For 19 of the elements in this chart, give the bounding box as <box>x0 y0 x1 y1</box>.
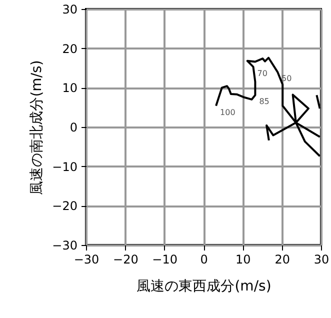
x-tick-label: 30 <box>314 252 330 266</box>
y-tick-label: 30 <box>62 2 78 16</box>
y-tick-label: −30 <box>52 238 78 252</box>
y-tick-label: 0 <box>70 120 78 134</box>
x-tick-label: 20 <box>274 252 290 266</box>
y-tick-label: 10 <box>62 81 78 96</box>
x-tick-label: 0 <box>200 252 208 266</box>
y-axis-title: 風速の南北成分(m/s) <box>29 60 46 195</box>
y-tick-label: −20 <box>52 199 78 214</box>
x-tick-label: −30 <box>74 252 100 266</box>
annotation: 100 <box>220 108 236 117</box>
y-tick-label: −10 <box>52 160 78 174</box>
annotation: 70 <box>257 68 268 78</box>
x-tick-label: −20 <box>113 252 138 266</box>
x-tick-label: 10 <box>236 252 251 266</box>
annotation: 85 <box>259 97 270 106</box>
x-axis-title: 風速の東西成分(m/s) <box>136 278 272 294</box>
y-tick-label: 20 <box>62 42 78 56</box>
x-tick-label: −10 <box>152 252 178 266</box>
